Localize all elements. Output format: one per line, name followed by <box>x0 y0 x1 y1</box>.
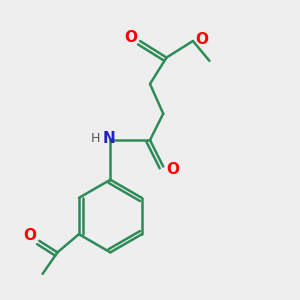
Text: O: O <box>124 30 137 45</box>
Text: O: O <box>23 228 36 243</box>
Text: H: H <box>91 132 100 145</box>
Text: O: O <box>167 162 180 177</box>
Text: N: N <box>102 131 115 146</box>
Text: O: O <box>196 32 209 47</box>
